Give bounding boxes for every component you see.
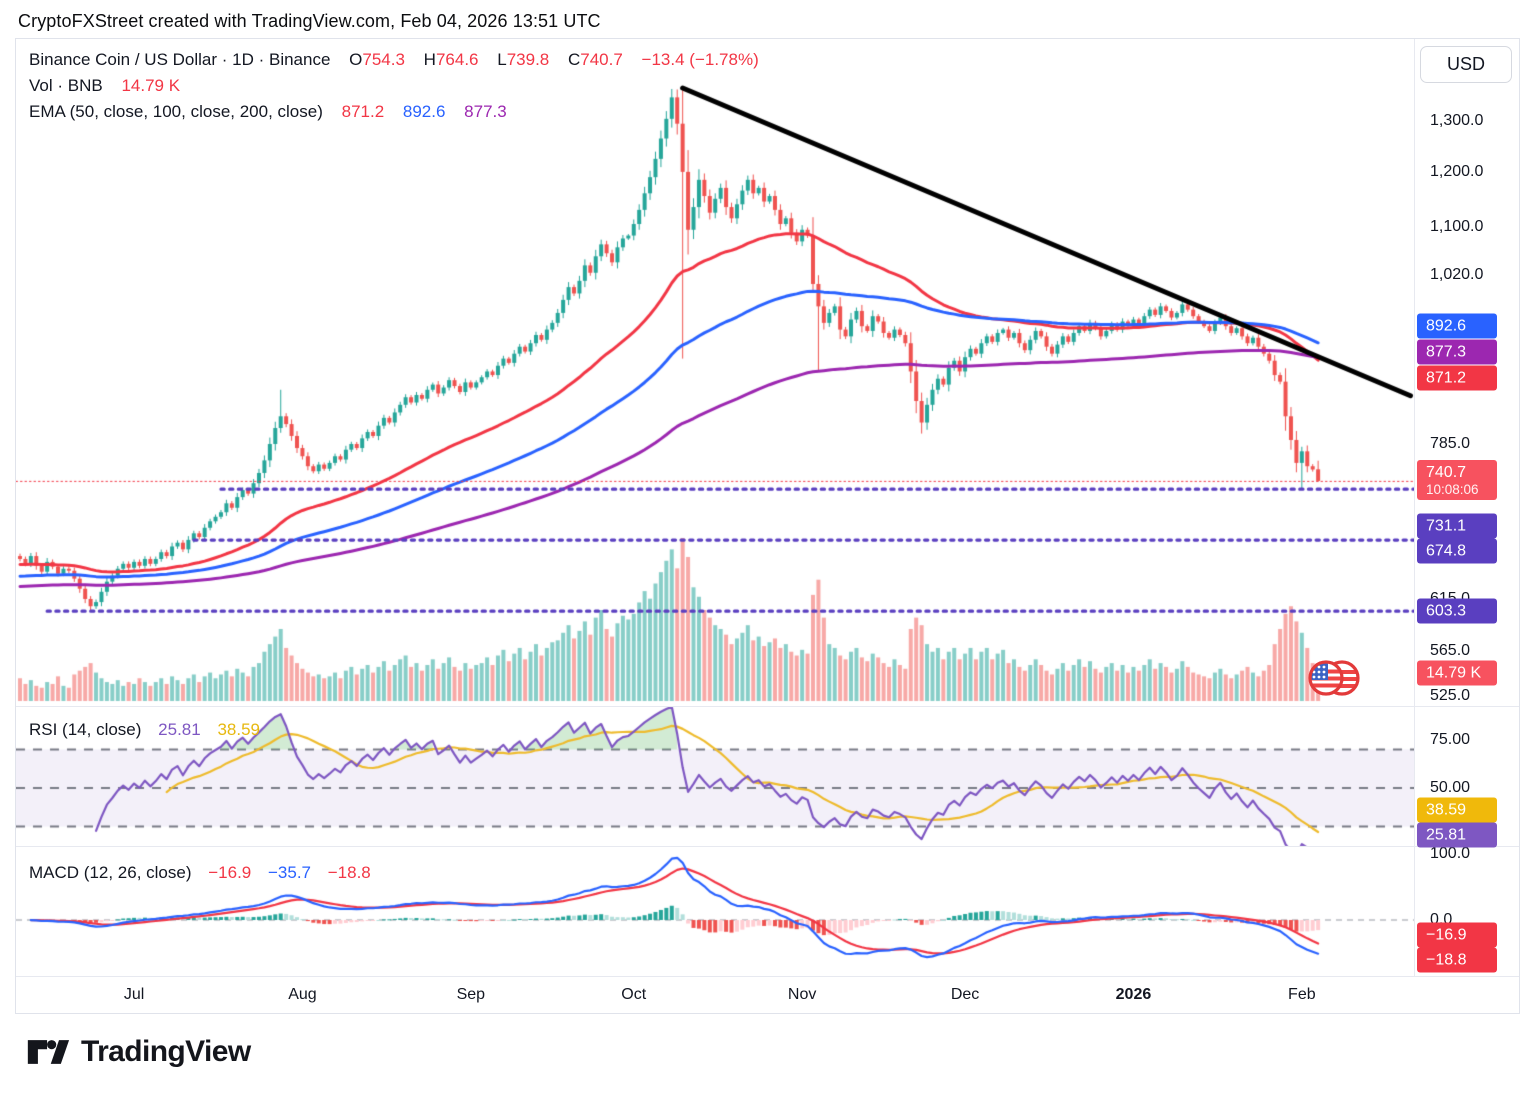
ohlc-close: C740.7 [567,50,623,69]
time-axis-separator [16,976,1519,977]
us-flag-event-icon[interactable] [1302,656,1364,700]
axis-tick: 1,300.0 [1430,112,1484,129]
axis-tick: 525.0 [1430,687,1471,704]
volume-row[interactable]: Vol · BNB 14.79 K [29,76,773,102]
axis-tick: 1,200.0 [1430,163,1484,180]
rsi-legend[interactable]: RSI (14, close) 25.81 38.59 [29,720,272,740]
symbol-legend[interactable]: Binance Coin / US Dollar · 1D · Binance … [29,50,773,128]
symbol-row[interactable]: Binance Coin / US Dollar · 1D · Binance … [29,50,773,76]
axis-price-chip: 877.3 [1417,339,1497,365]
axis-price-chip: 38.59 [1417,797,1497,823]
pane-separator-main-rsi[interactable] [16,706,1519,707]
axis-price-chip: 892.6 [1417,313,1497,339]
axis-price-chip: 14.79 K [1417,660,1497,686]
tradingview-wordmark: TradingView [81,1035,251,1068]
symbol-title: Binance Coin / US Dollar · 1D · Binance [29,50,331,69]
axis-tick: 1,020.0 [1430,266,1484,283]
rsi-value: 25.81 [158,720,201,739]
macd-label: MACD (12, 26, close) [29,863,192,882]
currency-button[interactable]: USD [1420,46,1512,83]
ema-50-value: 871.2 [341,102,385,121]
ema-100-value: 892.6 [402,102,446,121]
ema-200-value: 877.3 [464,102,507,121]
axis-price-chip: 603.3 [1417,598,1497,624]
rsi-label: RSI (14, close) [29,720,142,739]
axis-price-chip: −16.9 [1417,922,1497,948]
axis-price-chip: 25.81 [1417,822,1497,848]
volume-value: 14.79 K [121,76,181,95]
macd-line-value: −35.7 [267,863,311,882]
macd-legend[interactable]: MACD (12, 26, close) −16.9 −35.7 −18.8 [29,863,383,883]
time-axis-label: Jul [123,986,145,1003]
price-chart-canvas[interactable] [16,39,1414,976]
axis-price-chip: 731.1 [1417,513,1497,539]
axis-price-chip: 740.7 10:08:06 [1417,460,1497,500]
macd-signal-value: −18.8 [327,863,371,882]
axis-price-chip: 871.2 [1417,365,1497,391]
time-axis-label: Feb [1288,986,1316,1003]
pane-separator-rsi-macd[interactable] [16,846,1519,847]
change-value: −13.4 (−1.78%) [641,50,759,69]
axis-tick: 75.00 [1430,731,1471,748]
axis-tick: 785.0 [1430,435,1471,452]
time-axis-label: Nov [787,986,817,1003]
time-axis-label: Aug [288,986,317,1003]
axis-tick: 100.0 [1430,845,1471,862]
tradingview-mark-icon [27,1040,70,1064]
axis-tick: 1,100.0 [1430,218,1484,235]
time-axis-label: Sep [456,986,486,1003]
axis-price-chip: 674.8 [1417,538,1497,564]
time-axis-label: Oct [621,986,647,1003]
tradingview-logo[interactable]: TradingView [26,1034,251,1070]
axis-tick: 50.00 [1430,779,1471,796]
macd-hist-value: −16.9 [208,863,252,882]
ohlc-open: O754.3 [349,50,405,69]
ohlc-high: H764.6 [423,50,479,69]
time-axis-label: 2026 [1115,986,1152,1003]
ema-row[interactable]: EMA (50, close, 100, close, 200, close) … [29,102,773,128]
price-axis-separator [1414,39,1415,976]
ohlc-low: L739.8 [497,50,550,69]
chart-card: Binance Coin / US Dollar · 1D · Binance … [15,38,1520,1014]
axis-tick: 565.0 [1430,642,1471,659]
watermark-text: CryptoFXStreet created with TradingView.… [18,11,601,31]
axis-price-chip: −18.8 [1417,947,1497,973]
rsi-ma-value: 38.59 [217,720,260,739]
ema-label: EMA (50, close, 100, close, 200, close) [29,102,323,121]
volume-label: Vol · BNB [29,76,103,95]
time-axis-label: Dec [950,986,980,1003]
